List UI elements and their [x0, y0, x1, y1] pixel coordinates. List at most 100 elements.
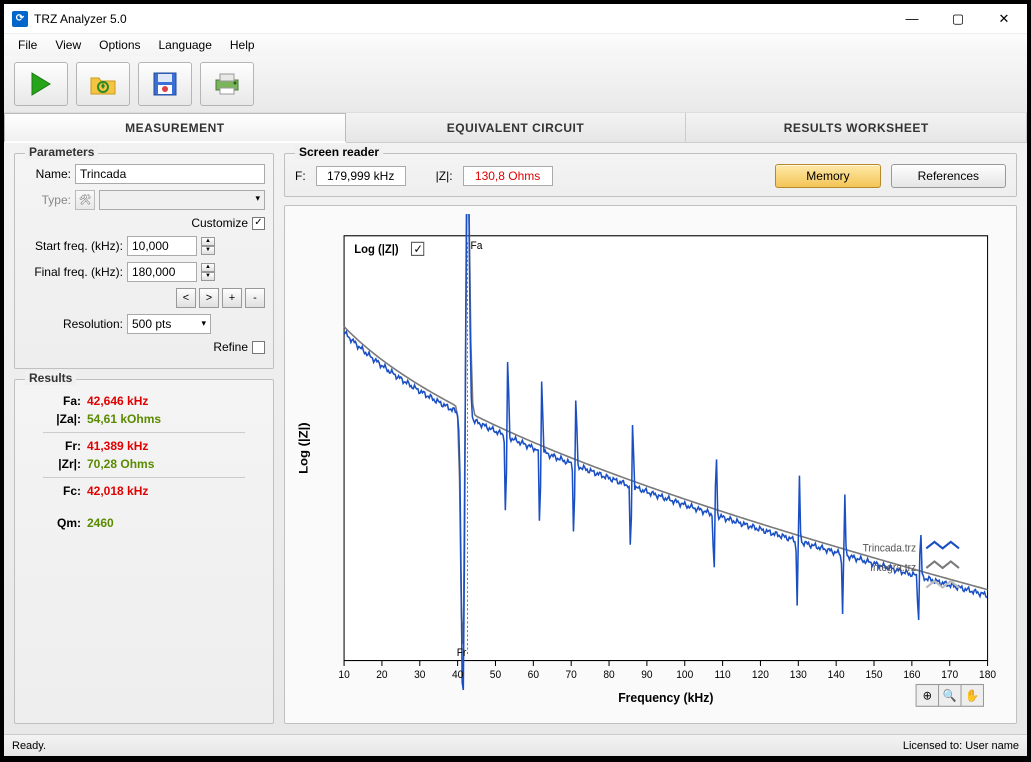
reader-z-label: |Z|:	[436, 169, 453, 183]
qm-label: Qm:	[43, 516, 81, 530]
nav-minus-button[interactable]: -	[245, 288, 265, 308]
print-button[interactable]	[200, 62, 254, 106]
tab-results-worksheet[interactable]: RESULTS WORKSHEET	[686, 113, 1027, 142]
tab-bar: MEASUREMENT EQUIVALENT CIRCUIT RESULTS W…	[4, 113, 1027, 143]
fa-label: Fa:	[43, 394, 81, 408]
screen-reader-panel: Screen reader F: 179,999 kHz |Z|: 130,8 …	[284, 153, 1017, 197]
reader-f-value: 179,999 kHz	[316, 166, 406, 186]
svg-text:Log (|Z|): Log (|Z|)	[354, 243, 398, 256]
window-title: TRZ Analyzer 5.0	[34, 12, 889, 26]
svg-text:70: 70	[566, 669, 577, 681]
fr-label: Fr:	[43, 439, 81, 453]
tab-measurement[interactable]: MEASUREMENT	[4, 113, 346, 143]
play-button[interactable]	[14, 62, 68, 106]
svg-text:60: 60	[528, 669, 539, 681]
final-freq-input[interactable]	[127, 262, 197, 282]
app-icon: ⟳	[12, 11, 28, 27]
svg-text:130: 130	[790, 669, 807, 681]
start-freq-input[interactable]	[127, 236, 197, 256]
svg-text:50: 50	[490, 669, 501, 681]
open-button[interactable]	[76, 62, 130, 106]
svg-text:Integra.trz: Integra.trz	[870, 562, 916, 574]
za-value: 54,61 kOhms	[87, 412, 161, 426]
type-select[interactable]: ▾	[99, 190, 265, 210]
parameters-panel: Parameters Name: Type: 🛠 ▾ Customize ✓ S…	[14, 153, 274, 369]
svg-text:180: 180	[979, 669, 996, 681]
svg-text:140: 140	[828, 669, 845, 681]
qm-value: 2460	[87, 516, 114, 530]
menu-language[interactable]: Language	[151, 36, 220, 54]
refine-checkbox[interactable]	[252, 341, 265, 354]
minimize-button[interactable]: —	[889, 4, 935, 34]
resolution-label: Resolution:	[23, 317, 123, 331]
type-tool-icon[interactable]: 🛠	[75, 190, 95, 210]
reader-f-label: F:	[295, 169, 306, 183]
svg-text:✓: ✓	[414, 243, 423, 256]
save-button[interactable]	[138, 62, 192, 106]
svg-text:150: 150	[865, 669, 882, 681]
menu-file[interactable]: File	[10, 36, 45, 54]
svg-text:Log (|Z|): Log (|Z|)	[297, 422, 311, 474]
maximize-button[interactable]: ▢	[935, 4, 981, 34]
reader-legend: Screen reader	[295, 145, 383, 159]
svg-text:160: 160	[903, 669, 920, 681]
svg-text:40: 40	[452, 669, 463, 681]
memory-button[interactable]: Memory	[775, 164, 880, 188]
resolution-select[interactable]: 500 pts▾	[127, 314, 211, 334]
fr-value: 41,389 kHz	[87, 439, 148, 453]
svg-text:120: 120	[752, 669, 769, 681]
references-button[interactable]: References	[891, 164, 1006, 188]
svg-text:✋: ✋	[965, 688, 979, 702]
svg-text:110: 110	[714, 669, 730, 681]
folder-icon	[89, 72, 117, 96]
nav-left-button[interactable]: <	[176, 288, 196, 308]
nav-plus-button[interactable]: +	[222, 288, 242, 308]
svg-text:10: 10	[338, 669, 349, 681]
svg-text:⊕: ⊕	[923, 689, 932, 702]
statusbar: Ready. Licensed to: User name	[4, 734, 1027, 756]
status-license: Licensed to: User name	[903, 740, 1019, 752]
menu-help[interactable]: Help	[222, 36, 263, 54]
resolution-value: 500 pts	[132, 317, 171, 331]
reader-z-value: 130,8 Ohms	[463, 166, 553, 186]
start-freq-spinner[interactable]: ▲▼	[201, 237, 215, 255]
svg-text:Fa: Fa	[471, 240, 483, 252]
customize-checkbox[interactable]: ✓	[252, 217, 265, 230]
parameters-legend: Parameters	[25, 145, 98, 159]
final-freq-label: Final freq. (kHz):	[23, 265, 123, 279]
start-freq-label: Start freq. (kHz):	[23, 239, 123, 253]
svg-text:Fr: Fr	[457, 647, 467, 659]
svg-text:80: 80	[603, 669, 614, 681]
titlebar: ⟳ TRZ Analyzer 5.0 — ▢ ✕	[4, 4, 1027, 34]
final-freq-spinner[interactable]: ▲▼	[201, 263, 215, 281]
results-panel: Results Fa:42,646 kHz |Za|:54,61 kOhms F…	[14, 379, 274, 724]
printer-icon	[213, 72, 241, 96]
tab-equivalent-circuit[interactable]: EQUIVALENT CIRCUIT	[346, 113, 687, 142]
fa-value: 42,646 kHz	[87, 394, 148, 408]
menu-options[interactable]: Options	[91, 36, 148, 54]
floppy-icon	[152, 71, 178, 97]
nav-right-button[interactable]: >	[199, 288, 219, 308]
zr-value: 70,28 Ohms	[87, 457, 154, 471]
za-label: |Za|:	[43, 412, 81, 426]
fc-value: 42,018 kHz	[87, 484, 148, 498]
status-ready: Ready.	[12, 740, 46, 752]
svg-text:Trincada.trz: Trincada.trz	[863, 542, 916, 554]
svg-text:90: 90	[641, 669, 652, 681]
name-input[interactable]	[75, 164, 265, 184]
results-legend: Results	[25, 371, 76, 385]
toolbar	[4, 56, 1027, 113]
play-icon	[28, 71, 54, 97]
svg-text:30: 30	[414, 669, 425, 681]
svg-text:20: 20	[376, 669, 387, 681]
svg-text:100: 100	[676, 669, 693, 681]
impedance-chart[interactable]: Fa Fr 10 20 30 40 50 60 70 80 90 100 110 120 130 140 150…	[293, 214, 1008, 715]
refine-label: Refine	[213, 340, 248, 354]
svg-text:Frequency (kHz): Frequency (kHz)	[618, 691, 713, 705]
svg-text:170: 170	[941, 669, 958, 681]
menubar: File View Options Language Help	[4, 34, 1027, 56]
menu-view[interactable]: View	[47, 36, 89, 54]
svg-text:🔍: 🔍	[943, 687, 957, 702]
zr-label: |Zr|:	[43, 457, 81, 471]
close-button[interactable]: ✕	[981, 4, 1027, 34]
